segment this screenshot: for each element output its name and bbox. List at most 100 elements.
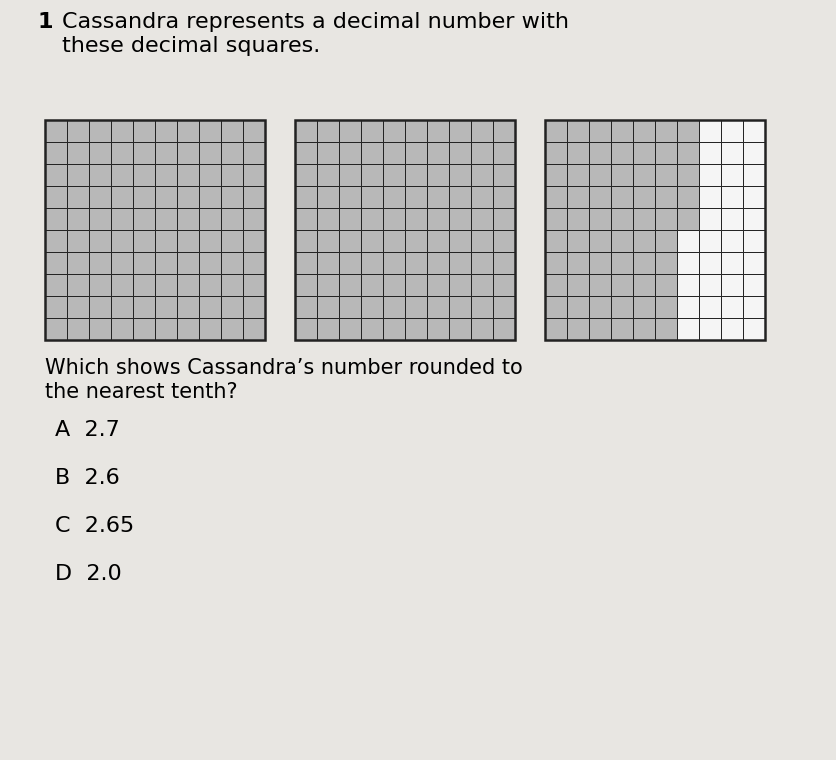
Bar bbox=[720, 208, 742, 230]
Bar bbox=[67, 164, 89, 186]
Bar bbox=[426, 318, 448, 340]
Bar bbox=[221, 230, 242, 252]
Bar bbox=[471, 142, 492, 164]
Bar bbox=[155, 208, 176, 230]
Bar bbox=[383, 274, 405, 296]
Bar bbox=[632, 230, 655, 252]
Bar bbox=[405, 142, 426, 164]
Bar bbox=[566, 142, 589, 164]
Bar bbox=[471, 186, 492, 208]
Text: D  2.0: D 2.0 bbox=[55, 564, 121, 584]
Bar bbox=[471, 164, 492, 186]
Bar bbox=[294, 274, 317, 296]
Bar bbox=[566, 164, 589, 186]
Bar bbox=[199, 230, 221, 252]
Bar bbox=[405, 252, 426, 274]
Bar bbox=[199, 164, 221, 186]
Bar bbox=[317, 120, 339, 142]
Bar bbox=[544, 208, 566, 230]
Bar bbox=[655, 164, 676, 186]
Bar bbox=[426, 208, 448, 230]
Bar bbox=[383, 142, 405, 164]
Bar bbox=[45, 318, 67, 340]
Bar bbox=[111, 120, 133, 142]
Bar bbox=[221, 252, 242, 274]
Bar bbox=[339, 142, 360, 164]
Bar bbox=[317, 230, 339, 252]
Bar bbox=[242, 142, 265, 164]
Bar bbox=[492, 274, 514, 296]
Bar bbox=[317, 274, 339, 296]
Bar bbox=[133, 230, 155, 252]
Bar bbox=[676, 230, 698, 252]
Bar bbox=[45, 274, 67, 296]
Bar bbox=[155, 274, 176, 296]
Bar bbox=[426, 142, 448, 164]
Bar bbox=[242, 252, 265, 274]
Bar bbox=[45, 120, 265, 340]
Bar bbox=[676, 120, 698, 142]
Bar bbox=[339, 296, 360, 318]
Bar bbox=[317, 318, 339, 340]
Bar bbox=[566, 296, 589, 318]
Bar bbox=[610, 274, 632, 296]
Bar bbox=[383, 164, 405, 186]
Bar bbox=[720, 230, 742, 252]
Bar bbox=[199, 142, 221, 164]
Bar bbox=[111, 142, 133, 164]
Bar bbox=[720, 296, 742, 318]
Bar bbox=[742, 120, 764, 142]
Bar bbox=[742, 274, 764, 296]
Bar bbox=[199, 296, 221, 318]
Bar bbox=[720, 318, 742, 340]
Bar bbox=[383, 318, 405, 340]
Bar bbox=[566, 186, 589, 208]
Bar bbox=[155, 296, 176, 318]
Bar bbox=[742, 208, 764, 230]
Bar bbox=[199, 208, 221, 230]
Bar bbox=[176, 252, 199, 274]
Bar bbox=[294, 120, 514, 340]
Text: the nearest tenth?: the nearest tenth? bbox=[45, 382, 237, 402]
Bar bbox=[339, 208, 360, 230]
Bar bbox=[676, 252, 698, 274]
Bar bbox=[544, 120, 764, 340]
Bar bbox=[111, 252, 133, 274]
Bar bbox=[89, 120, 111, 142]
Bar bbox=[67, 318, 89, 340]
Bar bbox=[176, 296, 199, 318]
Bar bbox=[544, 186, 566, 208]
Bar bbox=[221, 274, 242, 296]
Bar bbox=[133, 252, 155, 274]
Bar bbox=[742, 230, 764, 252]
Bar bbox=[632, 252, 655, 274]
Bar bbox=[492, 318, 514, 340]
Bar bbox=[566, 230, 589, 252]
Bar bbox=[698, 208, 720, 230]
Bar bbox=[632, 186, 655, 208]
Bar bbox=[133, 142, 155, 164]
Bar bbox=[405, 120, 426, 142]
Bar bbox=[405, 164, 426, 186]
Bar bbox=[111, 186, 133, 208]
Bar bbox=[89, 274, 111, 296]
Text: 1: 1 bbox=[38, 12, 54, 32]
Bar bbox=[176, 208, 199, 230]
Bar bbox=[45, 120, 67, 142]
Bar bbox=[610, 208, 632, 230]
Bar bbox=[383, 230, 405, 252]
Bar bbox=[360, 186, 383, 208]
Bar bbox=[698, 274, 720, 296]
Bar bbox=[339, 164, 360, 186]
Text: A  2.7: A 2.7 bbox=[55, 420, 120, 440]
Bar bbox=[89, 318, 111, 340]
Bar bbox=[471, 318, 492, 340]
Bar bbox=[405, 186, 426, 208]
Bar bbox=[655, 318, 676, 340]
Bar bbox=[544, 142, 566, 164]
Bar bbox=[632, 318, 655, 340]
Bar bbox=[492, 230, 514, 252]
Bar bbox=[176, 142, 199, 164]
Bar bbox=[448, 296, 471, 318]
Bar bbox=[339, 120, 360, 142]
